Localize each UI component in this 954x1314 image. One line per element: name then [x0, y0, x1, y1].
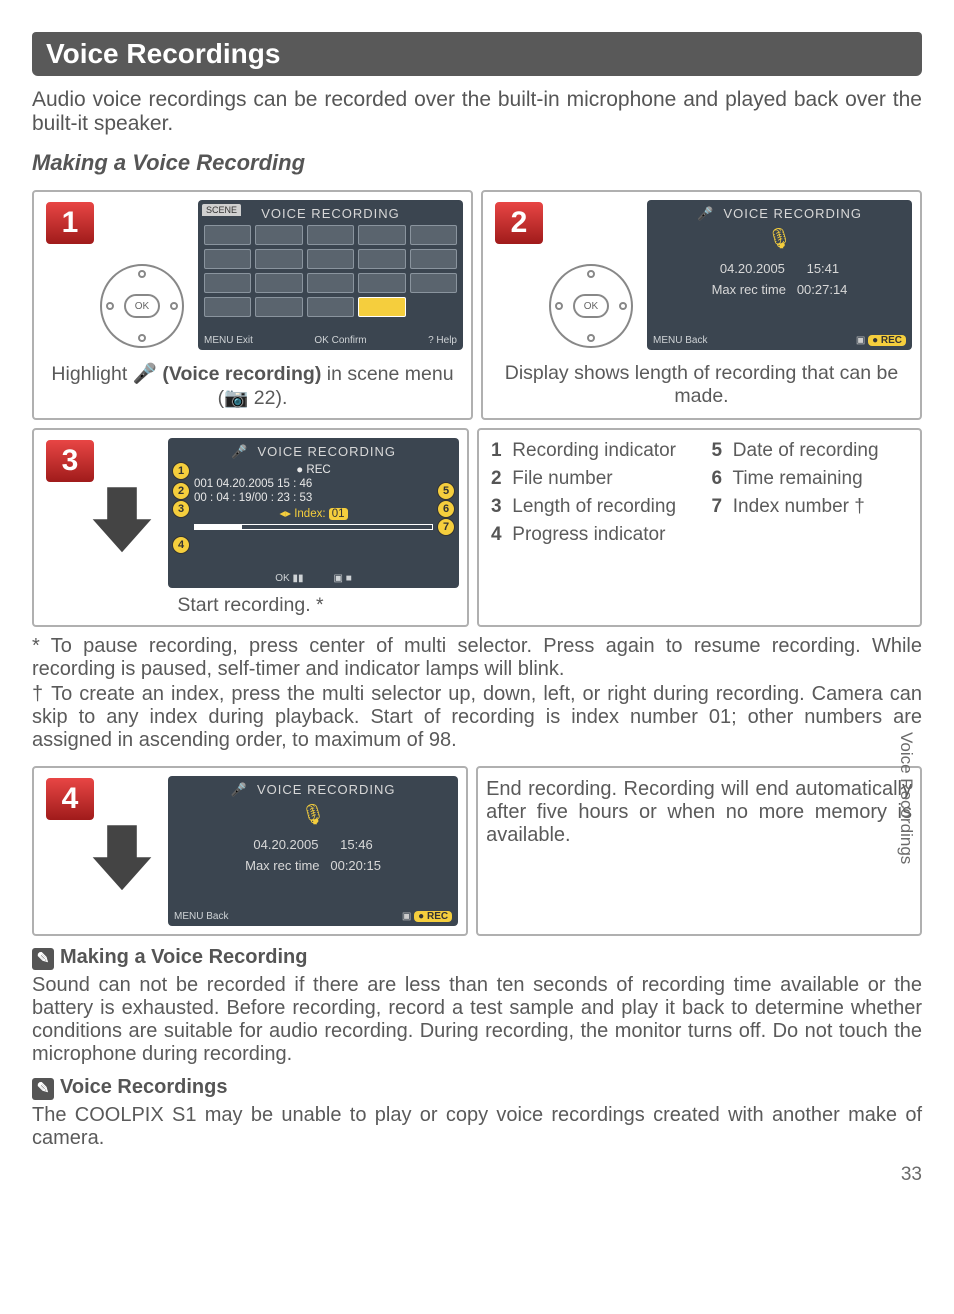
mic-icon: 🎙 [653, 226, 906, 251]
footnotes: * To pause recording, press center of mu… [32, 635, 922, 752]
footer-confirm: OK Confirm [314, 335, 366, 346]
step-4-screen: 🎤 VOICE RECORDING 🎙 04.20.2005 15:46 Max… [168, 776, 458, 926]
page-title: Voice Recordings [32, 32, 922, 76]
step-3-caption: Start recording. * [42, 594, 459, 617]
callout-5: 5 [437, 482, 455, 500]
note-2-title: Voice Recordings [32, 1076, 922, 1100]
scene-icon-grid [204, 225, 457, 317]
rec-pill: ● REC [414, 911, 452, 922]
multi-selector-icon: OK [541, 256, 641, 356]
step-1-screen: SCENE VOICE RECORDING MENU Exit OK Confi… [198, 200, 463, 350]
step-4: 4 🎤 VOICE RECORDING 🎙 04.20.2005 15:46 M… [32, 766, 468, 936]
intro-text: Audio voice recordings can be recorded o… [32, 88, 922, 136]
page-number: 33 [32, 1164, 922, 1186]
mic-icon: 🎙 [174, 802, 452, 827]
step-2: 2 OK 🎤 VOICE RECORDING 🎙 04.20.2005 15:4… [481, 190, 922, 420]
callout-6: 6 [437, 500, 455, 518]
step-1-number: 1 [44, 200, 96, 246]
step-1-caption: Highlight 🎤 (Voice recording) in scene m… [42, 362, 463, 410]
step-1: 1 OK SCENE VOICE RECORDING [32, 190, 473, 420]
callout-4: 4 [172, 536, 190, 554]
callout-1: 1 [172, 462, 190, 480]
legend: 1 Recording indicator 2 File number 3 Le… [477, 428, 922, 627]
note-2-body: The COOLPIX S1 may be unable to play or … [32, 1104, 922, 1150]
multi-selector-icon: OK [92, 256, 192, 356]
step-2-screen: 🎤 VOICE RECORDING 🎙 04.20.2005 15:41 Max… [647, 200, 912, 350]
ok-button-label: OK [124, 294, 160, 318]
step-4-caption: End recording. Recording will end automa… [486, 778, 912, 847]
step-2-number: 2 [493, 200, 545, 246]
footer-back: MENU Back [653, 335, 707, 346]
step-2-caption: Display shows length of recording that c… [491, 362, 912, 408]
note-1-title: Making a Voice Recording [32, 946, 922, 970]
screen-title: VOICE RECORDING [204, 206, 457, 221]
footer-back: MENU Back [174, 911, 228, 922]
subheading: Making a Voice Recording [32, 150, 922, 176]
footer-exit: MENU Exit [204, 335, 253, 346]
step-3: 3 🎤 VOICE RECORDING ● REC 001 04.20.2005… [32, 428, 469, 627]
shutter-down-arrow-icon [82, 478, 162, 558]
step-4-caption-cell: End recording. Recording will end automa… [476, 766, 922, 936]
step-3-number: 3 [44, 438, 96, 484]
note-1-body: Sound can not be recorded if there are l… [32, 974, 922, 1066]
side-tab: Voice Recordings [896, 732, 916, 864]
step-3-screen: 🎤 VOICE RECORDING ● REC 001 04.20.2005 1… [168, 438, 459, 588]
callout-3: 3 [172, 500, 190, 518]
footer-help: ? Help [428, 335, 457, 346]
step-4-number: 4 [44, 776, 96, 822]
shutter-down-arrow-icon [82, 816, 162, 896]
scene-tab: SCENE [202, 204, 241, 216]
callout-2: 2 [172, 482, 190, 500]
callout-7: 7 [437, 518, 455, 536]
rec-pill: ● REC [868, 335, 906, 346]
